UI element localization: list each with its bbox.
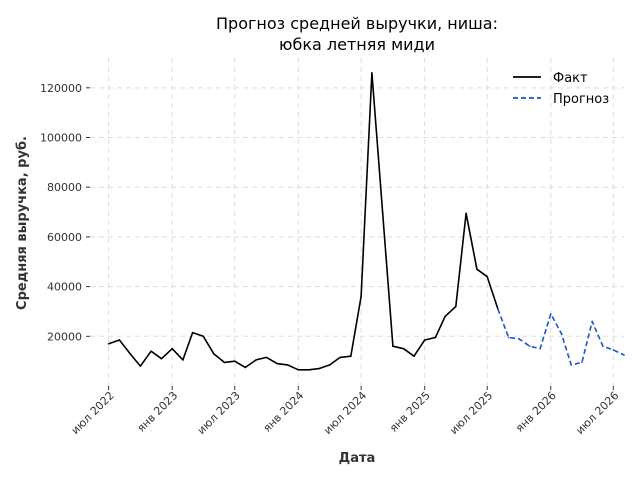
y-tick-labels: 20000 40000 60000 80000 100000 120000 [40, 82, 90, 343]
data-point [255, 359, 257, 361]
data-point [518, 338, 520, 340]
data-point [297, 369, 300, 371]
data-point [497, 308, 499, 310]
data-point [570, 364, 572, 366]
data-point [171, 347, 173, 350]
data-point [360, 295, 362, 298]
data-point [539, 347, 541, 350]
data-point [276, 362, 279, 365]
data-point [286, 364, 289, 366]
data-point [623, 354, 625, 356]
data-point [107, 343, 110, 345]
data-point [318, 367, 320, 370]
x-axis-label: Дата [339, 451, 376, 466]
y-tick-label: 20000 [47, 330, 82, 343]
data-point [350, 355, 352, 358]
data-point [328, 364, 331, 366]
series-lines [107, 72, 625, 371]
data-point [581, 361, 583, 364]
y-tick-label: 40000 [47, 281, 82, 294]
chart-title-line-2: юбка летняя миди [279, 35, 435, 54]
data-point [413, 355, 415, 358]
y-tick-label: 100000 [40, 132, 82, 145]
chart-title-line-1: Прогноз средней выручки, ниша: [216, 14, 498, 33]
legend: Факт Прогноз [513, 71, 609, 107]
data-point [233, 360, 236, 363]
grid [90, 58, 624, 386]
data-point [486, 275, 489, 278]
data-point [160, 357, 163, 360]
data-point [129, 352, 131, 355]
data-point [602, 345, 604, 348]
data-point [455, 305, 457, 308]
data-point [434, 336, 437, 339]
data-point [528, 345, 531, 348]
data-point [202, 335, 205, 338]
data-point [118, 339, 121, 341]
data-point [308, 369, 310, 371]
data-point [371, 72, 373, 74]
data-point [507, 336, 510, 339]
legend-label-fact: Факт [553, 71, 588, 86]
data-point [339, 356, 341, 359]
data-point [591, 320, 593, 323]
data-point [402, 347, 405, 350]
series-line-fact [108, 72, 499, 371]
data-point [150, 350, 152, 353]
data-point [139, 365, 142, 367]
data-point [223, 361, 226, 364]
y-tick-label: 60000 [47, 231, 82, 244]
y-tick-label: 80000 [47, 181, 82, 194]
data-point [182, 359, 184, 361]
data-point [265, 356, 268, 359]
legend-label-forecast: Прогноз [553, 92, 609, 107]
data-point [392, 345, 394, 348]
y-axis-label: Средняя выручка, руб. [15, 136, 30, 310]
data-point [191, 331, 194, 334]
data-point [212, 352, 215, 355]
data-point [423, 339, 426, 341]
y-tick-label: 120000 [40, 82, 82, 95]
data-point [550, 313, 552, 315]
data-point [612, 349, 615, 351]
data-point [476, 268, 478, 271]
data-point [560, 333, 563, 335]
data-point [244, 366, 247, 369]
data-point [465, 212, 467, 215]
data-point [444, 315, 446, 318]
data-point [381, 211, 384, 213]
